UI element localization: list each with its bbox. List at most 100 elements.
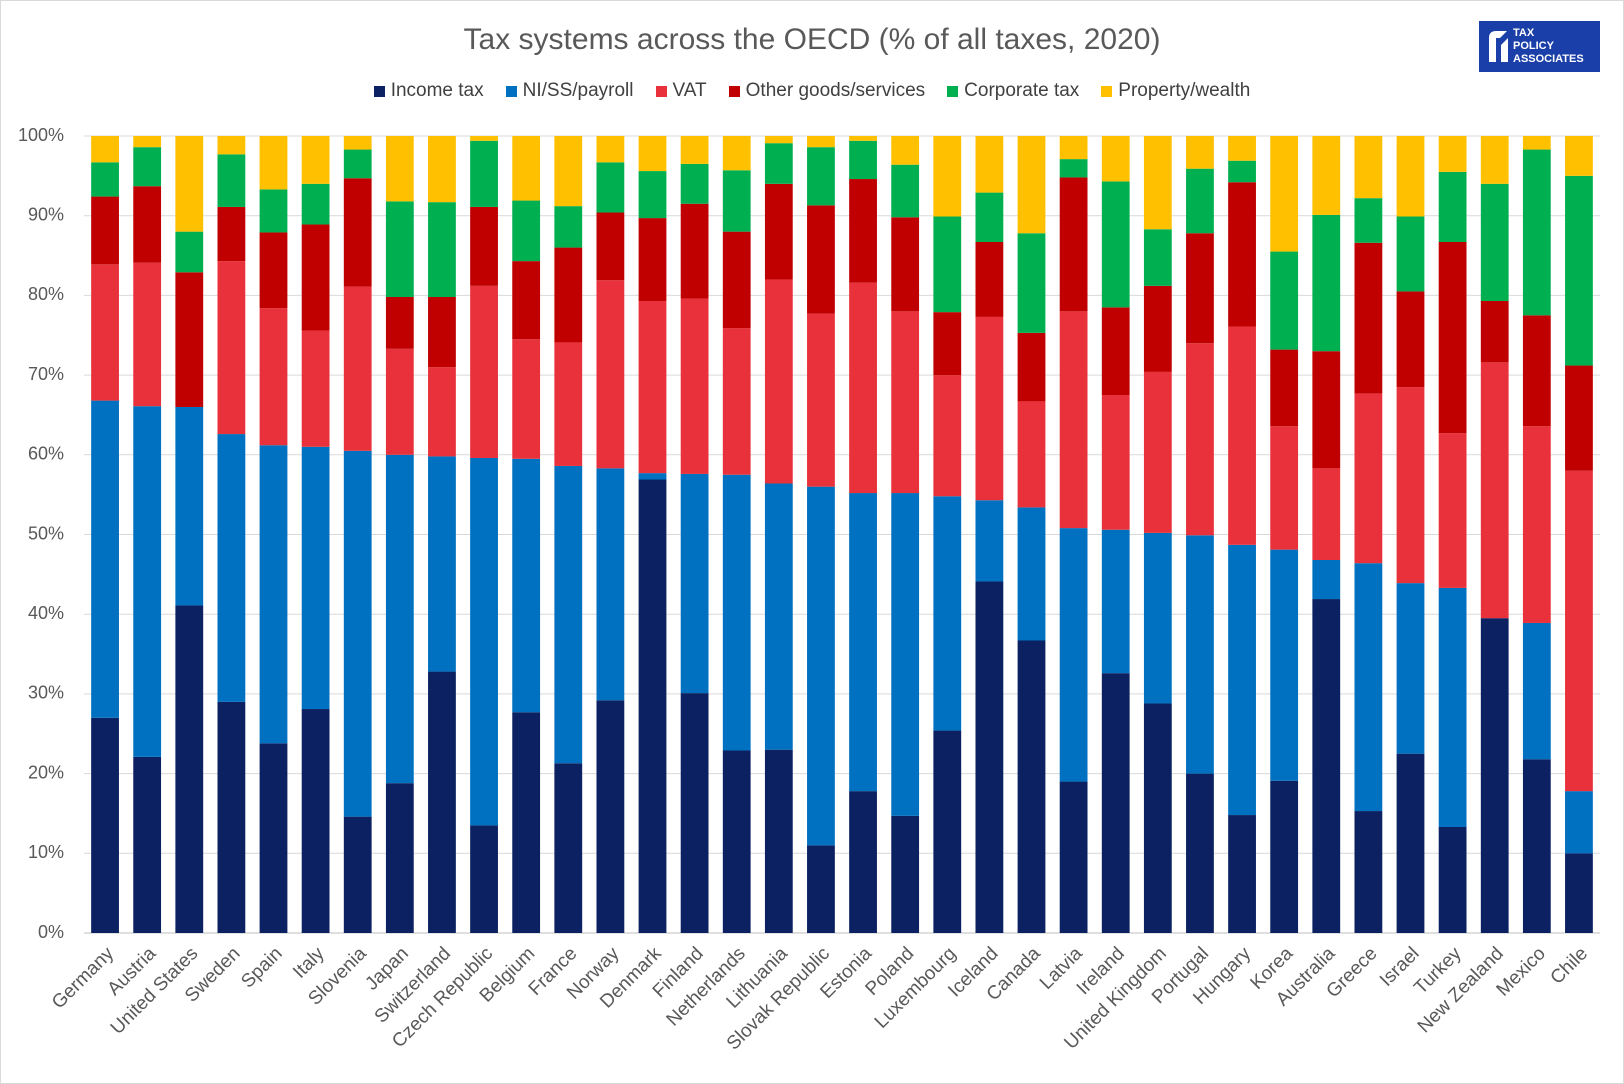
bar-segment xyxy=(301,183,330,225)
bar-segment xyxy=(512,261,541,340)
bar-segment xyxy=(1228,326,1256,545)
bar-segment xyxy=(554,342,583,466)
chart-title: Tax systems across the OECD (% of all ta… xyxy=(464,23,1161,56)
bar-segment xyxy=(1270,349,1299,427)
bar-segment xyxy=(1186,343,1214,536)
bar-segment xyxy=(849,140,877,180)
legend-item: Corporate tax xyxy=(947,80,1079,102)
legend-swatch xyxy=(728,85,740,97)
bar-segment xyxy=(343,178,372,287)
bar-segment xyxy=(1480,362,1509,619)
bar-segment xyxy=(1565,365,1593,471)
bar-segment xyxy=(470,457,498,826)
bar-segment xyxy=(133,756,162,933)
bar-segment xyxy=(217,261,246,435)
bar-segment xyxy=(1480,618,1509,933)
bar-segment xyxy=(849,282,877,494)
bar-segment xyxy=(891,493,920,816)
legend-label: Corporate tax xyxy=(964,80,1080,101)
bar-segment xyxy=(217,701,246,933)
logo-text: TAX xyxy=(1513,27,1535,39)
bar-segment xyxy=(301,446,330,710)
bar-segment xyxy=(764,483,793,750)
bar-segment xyxy=(1059,136,1088,160)
bar-segment xyxy=(849,493,877,792)
bar-segment xyxy=(512,458,541,713)
bar-segment xyxy=(175,272,204,407)
y-tick-label: 20% xyxy=(28,762,64,782)
bar-segment xyxy=(1270,251,1299,350)
bar-segment xyxy=(512,712,541,933)
bar-segment xyxy=(764,279,793,484)
legend-swatch xyxy=(655,85,667,97)
bar-segment xyxy=(1228,160,1256,183)
bar-segment xyxy=(175,231,204,273)
bar-segment xyxy=(596,280,625,469)
bar-segment xyxy=(638,300,667,474)
bar-segment xyxy=(933,730,962,933)
bar-segment xyxy=(1059,781,1088,933)
bar-segment xyxy=(470,206,498,286)
bar-segment xyxy=(1101,395,1130,530)
bar-segment xyxy=(385,136,414,202)
y-tick-label: 30% xyxy=(28,683,64,703)
bar-segment xyxy=(1522,622,1551,760)
bar-segment xyxy=(428,671,456,933)
bar-segment xyxy=(1101,136,1130,182)
bar-segment xyxy=(91,400,119,718)
bar-segment xyxy=(91,136,119,163)
bar-segment xyxy=(554,247,583,343)
bar-segment xyxy=(1565,853,1593,933)
bar-segment xyxy=(1522,315,1551,427)
bar-segment xyxy=(891,136,920,165)
logo-box xyxy=(1479,21,1600,72)
y-tick-label: 70% xyxy=(28,364,64,384)
bar-segment xyxy=(1143,703,1172,933)
y-tick-label: 60% xyxy=(28,444,64,464)
bar-segment xyxy=(1143,136,1172,230)
bar-segment xyxy=(1438,242,1467,434)
bar-segment xyxy=(1522,149,1551,316)
legend: Income tax NI/SS/payroll VAT Other goods/se… xyxy=(0,80,1624,102)
bar-segment xyxy=(428,456,456,672)
bar-segment xyxy=(1312,560,1341,600)
bar-segment xyxy=(1480,300,1509,363)
bar-segment xyxy=(343,450,372,817)
bar-segment xyxy=(259,308,288,446)
bar-segment xyxy=(1101,181,1130,308)
bar-segment xyxy=(1480,183,1509,301)
bar-segment xyxy=(638,479,667,933)
bar-segment xyxy=(849,791,877,933)
bar-segment xyxy=(554,136,583,207)
legend-swatch xyxy=(505,85,517,97)
bar-segment xyxy=(512,200,541,262)
bar-segment xyxy=(596,468,625,701)
bar-segment xyxy=(1186,136,1214,169)
bar-segment xyxy=(933,312,962,376)
bar-segment xyxy=(1228,544,1256,816)
bar-segment xyxy=(1354,393,1383,564)
bar-segment xyxy=(807,136,835,148)
bar-segment xyxy=(807,147,835,206)
logo-icon xyxy=(1489,31,1508,62)
bar-segment xyxy=(596,162,625,213)
bar-segment xyxy=(259,136,288,190)
bar-segment xyxy=(1017,640,1046,933)
bar-segment xyxy=(470,140,498,207)
bar-segment xyxy=(1101,673,1130,933)
bar-segment xyxy=(975,136,1004,193)
legend-swatch xyxy=(373,85,385,97)
logo-text: ASSOCIATES xyxy=(1513,53,1584,65)
bar-segment xyxy=(428,136,456,203)
bar-segment xyxy=(1143,371,1172,533)
bar-segment xyxy=(1228,182,1256,327)
bar-segment xyxy=(722,750,751,933)
bar-segment xyxy=(638,218,667,301)
bar-segment xyxy=(1522,759,1551,933)
bar-segment xyxy=(680,136,709,164)
bar-segment xyxy=(1438,587,1467,827)
bar-segment xyxy=(1228,136,1256,161)
grid xyxy=(84,135,1600,934)
bar-segment xyxy=(933,216,962,313)
